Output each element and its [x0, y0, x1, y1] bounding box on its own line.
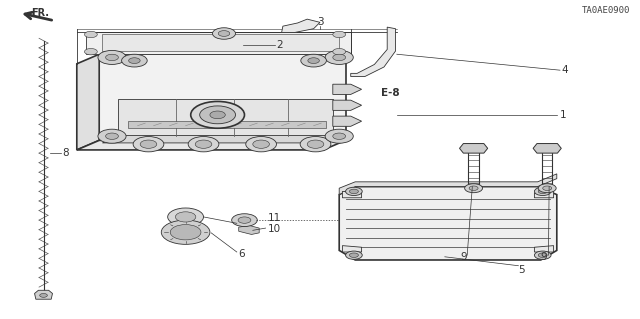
Polygon shape [339, 174, 557, 195]
Polygon shape [333, 84, 362, 94]
Circle shape [349, 253, 358, 257]
Circle shape [538, 184, 556, 193]
Circle shape [469, 186, 478, 190]
Circle shape [188, 137, 219, 152]
Text: 7: 7 [238, 220, 244, 230]
Polygon shape [282, 19, 320, 33]
Circle shape [84, 48, 97, 55]
Circle shape [349, 189, 358, 194]
Polygon shape [351, 27, 396, 77]
Text: 9: 9 [541, 252, 547, 262]
Polygon shape [128, 121, 326, 128]
Circle shape [212, 28, 236, 39]
Circle shape [325, 50, 353, 64]
Circle shape [210, 111, 225, 119]
Circle shape [325, 129, 353, 143]
Text: 1: 1 [560, 110, 566, 120]
Polygon shape [239, 226, 259, 234]
Text: 4: 4 [562, 65, 568, 75]
Circle shape [333, 48, 346, 55]
Circle shape [346, 187, 362, 196]
Circle shape [98, 129, 126, 143]
Polygon shape [102, 136, 333, 143]
Polygon shape [77, 54, 99, 150]
Polygon shape [339, 187, 557, 260]
Circle shape [538, 189, 547, 194]
Circle shape [232, 214, 257, 226]
Circle shape [307, 140, 324, 148]
Text: 8: 8 [62, 148, 68, 158]
Text: 9: 9 [461, 252, 467, 262]
Circle shape [200, 106, 236, 124]
Text: TA0AE0900: TA0AE0900 [582, 6, 630, 15]
Circle shape [122, 54, 147, 67]
Polygon shape [118, 99, 333, 136]
Circle shape [346, 251, 362, 259]
Polygon shape [333, 116, 362, 126]
Circle shape [133, 137, 164, 152]
Circle shape [538, 253, 547, 257]
Circle shape [84, 31, 97, 38]
Circle shape [218, 31, 230, 36]
Circle shape [333, 31, 346, 38]
Text: 3: 3 [317, 17, 323, 27]
Text: 11: 11 [268, 212, 281, 223]
Polygon shape [534, 246, 554, 252]
Circle shape [168, 208, 204, 226]
Polygon shape [35, 290, 52, 299]
Text: 6: 6 [238, 249, 244, 259]
Text: 10: 10 [268, 224, 281, 234]
Circle shape [253, 140, 269, 148]
Circle shape [465, 184, 483, 193]
Circle shape [246, 137, 276, 152]
Polygon shape [342, 191, 362, 198]
Circle shape [543, 186, 552, 190]
Text: E-8: E-8 [381, 87, 399, 98]
Circle shape [300, 137, 331, 152]
Polygon shape [99, 54, 346, 140]
Polygon shape [102, 34, 339, 51]
Text: 5: 5 [518, 264, 525, 275]
Circle shape [308, 58, 319, 63]
Polygon shape [342, 246, 362, 252]
Circle shape [175, 212, 196, 222]
Circle shape [106, 54, 118, 61]
Circle shape [333, 54, 346, 61]
Text: 2: 2 [276, 40, 283, 50]
Circle shape [106, 133, 118, 139]
Polygon shape [333, 100, 362, 110]
Polygon shape [534, 191, 554, 198]
Circle shape [140, 140, 157, 148]
Circle shape [98, 50, 126, 64]
Circle shape [40, 293, 47, 297]
Circle shape [129, 58, 140, 63]
Polygon shape [77, 140, 346, 150]
Circle shape [161, 220, 210, 244]
Circle shape [170, 225, 201, 240]
Polygon shape [460, 144, 488, 153]
Circle shape [534, 187, 551, 196]
Circle shape [534, 251, 551, 259]
Circle shape [191, 101, 244, 128]
Polygon shape [86, 32, 351, 54]
Circle shape [195, 140, 212, 148]
Circle shape [238, 217, 251, 223]
Circle shape [333, 133, 346, 139]
Circle shape [301, 54, 326, 67]
Text: FR.: FR. [31, 8, 49, 19]
Polygon shape [533, 144, 561, 153]
